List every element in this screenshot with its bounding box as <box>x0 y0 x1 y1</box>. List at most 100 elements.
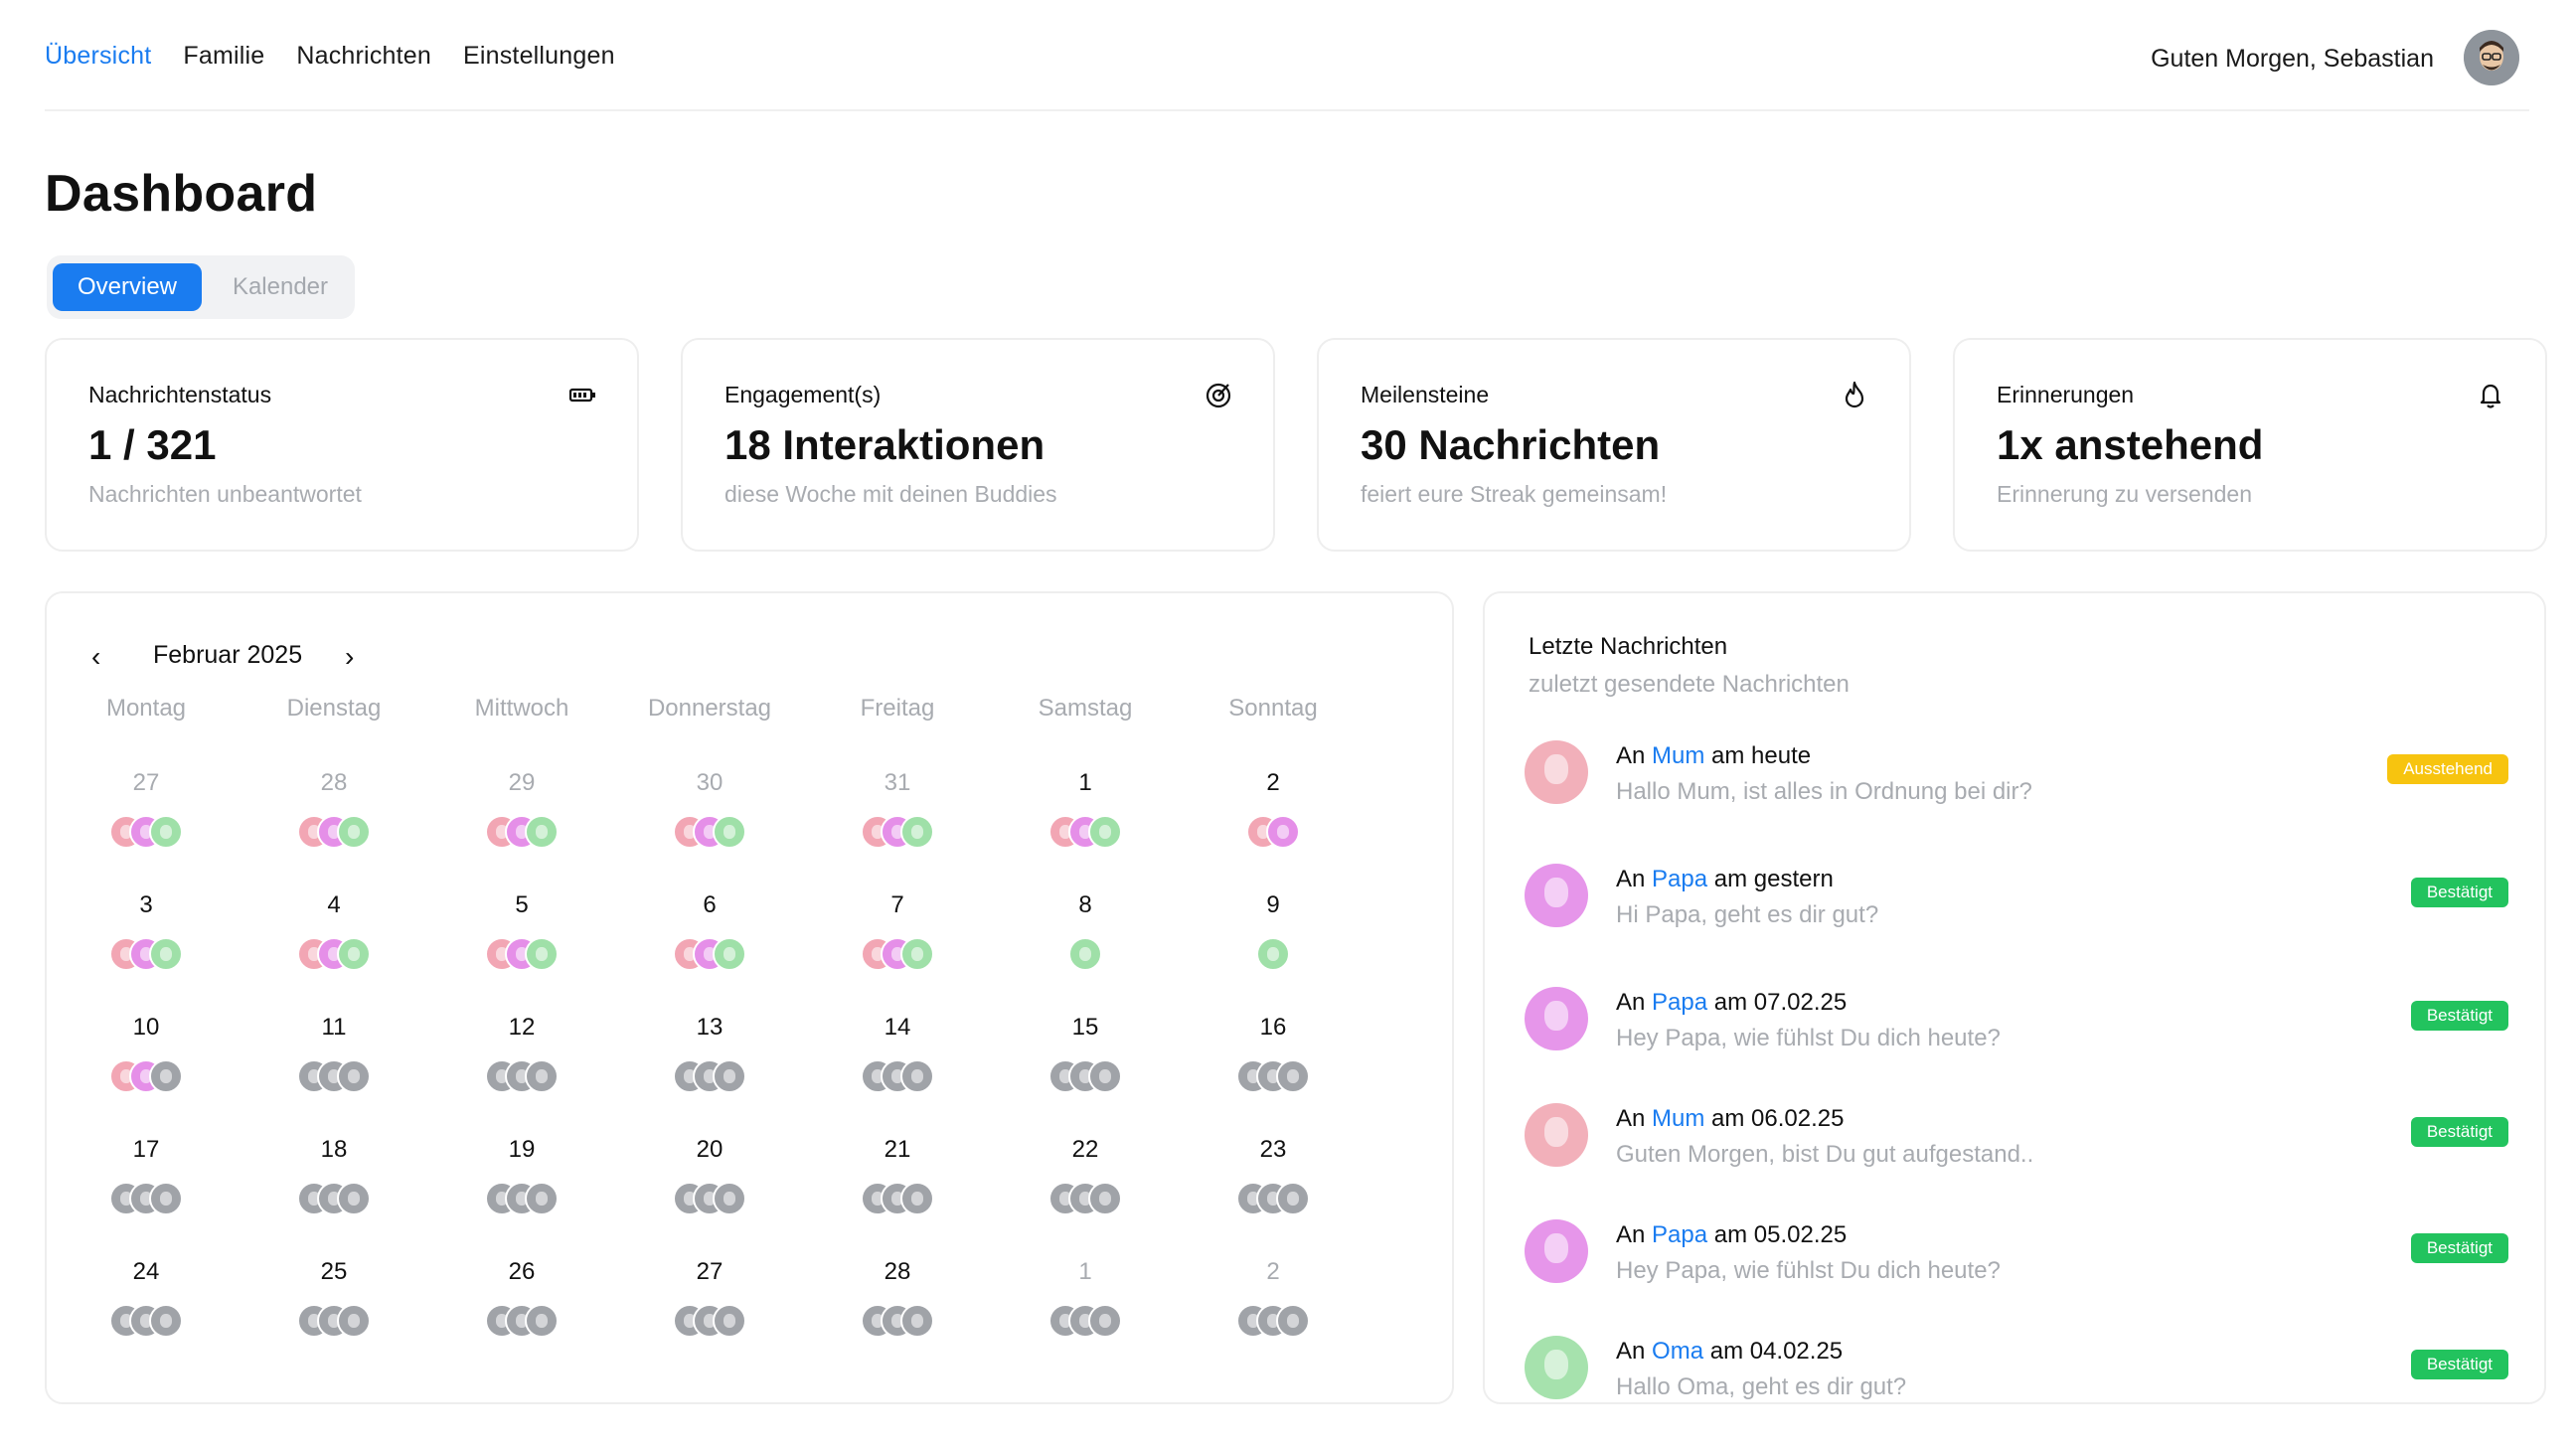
calendar-day[interactable]: 20 <box>620 1136 799 1217</box>
message-recipient[interactable]: Oma <box>1652 1338 1704 1365</box>
calendar-day[interactable]: 5 <box>432 891 611 973</box>
calendar-day[interactable]: 14 <box>808 1014 987 1095</box>
calendar-day[interactable]: 18 <box>244 1136 423 1217</box>
calendar-day-number: 2 <box>1266 1258 1280 1285</box>
weekday-label: Donnerstag <box>647 695 772 722</box>
calendar-day[interactable]: 23 <box>1184 1136 1363 1217</box>
calendar-day-avatars <box>57 1304 236 1340</box>
family-avatar-icon <box>713 1304 746 1338</box>
calendar-day-avatars <box>996 1059 1175 1095</box>
calendar-day[interactable]: 26 <box>432 1258 611 1340</box>
calendar-day-avatars <box>432 937 611 973</box>
calendar-prev-button[interactable]: ‹ <box>91 641 101 672</box>
calendar-day[interactable]: 28 <box>244 769 423 851</box>
calendar-day[interactable]: 17 <box>57 1136 236 1217</box>
calendar-day-avatars <box>57 1059 236 1095</box>
message-recipient[interactable]: Papa <box>1652 866 1708 892</box>
calendar-day[interactable]: 1 <box>996 1258 1175 1340</box>
nav-link-uebersicht[interactable]: Übersicht <box>45 42 152 70</box>
calendar-day-avatars <box>1184 1304 1363 1340</box>
status-badge: Bestätigt <box>2410 1233 2508 1263</box>
card-value: 1 / 321 <box>88 421 217 468</box>
calendar-next-button[interactable]: › <box>345 641 355 672</box>
calendar-day[interactable]: 31 <box>808 769 987 851</box>
card-label: Erinnerungen <box>1997 382 2135 407</box>
message-row[interactable]: An Mum am heute Hallo Mum, ist alles in O… <box>1525 740 2508 820</box>
calendar-day[interactable]: 30 <box>620 769 799 851</box>
message-row[interactable]: An Oma am 04.02.25 Hallo Oma, geht es dir… <box>1525 1336 2508 1402</box>
calendar-day-avatars <box>808 937 987 973</box>
calendar-day[interactable]: 15 <box>996 1014 1175 1095</box>
calendar-day[interactable]: 4 <box>244 891 423 973</box>
calendar-day-number: 13 <box>696 1014 724 1041</box>
nav-link-familie[interactable]: Familie <box>183 42 265 70</box>
message-recipient[interactable]: Papa <box>1652 1221 1708 1248</box>
calendar-day[interactable]: 29 <box>432 769 611 851</box>
calendar-day-number: 18 <box>320 1136 348 1163</box>
calendar-day-number: 8 <box>1078 891 1092 918</box>
tab-kalender[interactable]: Kalender <box>232 273 329 300</box>
message-preview: Guten Morgen, bist Du gut aufgestand.. <box>1616 1141 2034 1168</box>
recipient-avatar-icon <box>1525 1103 1588 1167</box>
message-preview: Hallo Oma, geht es dir gut? <box>1616 1373 1907 1400</box>
message-prefix: An <box>1616 1338 1653 1365</box>
calendar-day-avatars <box>620 1182 799 1217</box>
calendar-day[interactable]: 12 <box>432 1014 611 1095</box>
calendar-day-number: 1 <box>1078 1258 1092 1285</box>
message-prefix: An <box>1616 1105 1653 1132</box>
calendar-day[interactable]: 8 <box>996 891 1175 973</box>
family-avatar-icon <box>1088 1182 1122 1215</box>
status-badge: Bestätigt <box>2410 1001 2508 1031</box>
message-prefix: An <box>1616 742 1653 769</box>
family-avatar-icon <box>900 1304 934 1338</box>
calendar-day[interactable]: 2 <box>1184 769 1363 851</box>
tab-overview[interactable]: Overview <box>53 263 202 311</box>
calendar-day[interactable]: 19 <box>432 1136 611 1217</box>
calendar-day[interactable]: 27 <box>620 1258 799 1340</box>
calendar-day[interactable]: 28 <box>808 1258 987 1340</box>
message-recipient[interactable]: Mum <box>1652 742 1705 769</box>
message-row[interactable]: An Papa am 07.02.25 Hey Papa, wie fühlst … <box>1525 987 2508 1066</box>
family-avatar-icon <box>525 1304 559 1338</box>
message-date: am 06.02.25 <box>1704 1105 1845 1132</box>
calendar-day[interactable]: 16 <box>1184 1014 1363 1095</box>
card-subtitle: Nachrichten unbeantwortet <box>88 481 362 507</box>
recent-messages-panel: Letzte Nachrichten zuletzt gesendete Nac… <box>1483 591 2546 1404</box>
calendar-day[interactable]: 22 <box>996 1136 1175 1217</box>
calendar-day[interactable]: 6 <box>620 891 799 973</box>
calendar-day[interactable]: 27 <box>57 769 236 851</box>
card-erinnerungen: Erinnerungen 1x anstehend Erinnerung zu … <box>1953 338 2547 552</box>
message-recipient[interactable]: Papa <box>1652 989 1708 1016</box>
nav-link-nachrichten[interactable]: Nachrichten <box>296 42 431 70</box>
family-avatar-icon <box>1088 1059 1122 1093</box>
calendar-day[interactable]: 25 <box>244 1258 423 1340</box>
calendar-day[interactable]: 11 <box>244 1014 423 1095</box>
calendar-day-avatars <box>808 1304 987 1340</box>
calendar-day-number: 21 <box>884 1136 911 1163</box>
calendar-day-number: 23 <box>1259 1136 1287 1163</box>
status-badge: Bestätigt <box>2410 1117 2508 1147</box>
message-row[interactable]: An Papa am gestern Hi Papa, geht es dir g… <box>1525 864 2508 943</box>
message-date: am 05.02.25 <box>1707 1221 1848 1248</box>
calendar-day[interactable]: 2 <box>1184 1258 1363 1340</box>
calendar-day-number: 27 <box>696 1258 724 1285</box>
message-row[interactable]: An Mum am 06.02.25 Guten Morgen, bist Du … <box>1525 1103 2508 1183</box>
nav-link-einstellungen[interactable]: Einstellungen <box>462 42 615 70</box>
calendar-day[interactable]: 3 <box>57 891 236 973</box>
message-row[interactable]: An Papa am 05.02.25 Hey Papa, wie fühlst … <box>1525 1219 2508 1299</box>
message-recipient[interactable]: Mum <box>1652 1105 1705 1132</box>
calendar-day[interactable]: 9 <box>1184 891 1363 973</box>
calendar-day[interactable]: 24 <box>57 1258 236 1340</box>
calendar-day[interactable]: 13 <box>620 1014 799 1095</box>
calendar-day[interactable]: 10 <box>57 1014 236 1095</box>
family-avatar-icon <box>525 1182 559 1215</box>
calendar-day[interactable]: 21 <box>808 1136 987 1217</box>
calendar-day-number: 5 <box>515 891 529 918</box>
message-date: am 07.02.25 <box>1707 989 1848 1016</box>
calendar-day-avatars <box>996 1304 1175 1340</box>
calendar-day-avatars <box>244 815 423 851</box>
calendar-day-avatars <box>996 815 1175 851</box>
calendar-day[interactable]: 7 <box>808 891 987 973</box>
calendar-day[interactable]: 1 <box>996 769 1175 851</box>
user-avatar[interactable] <box>2464 30 2519 85</box>
